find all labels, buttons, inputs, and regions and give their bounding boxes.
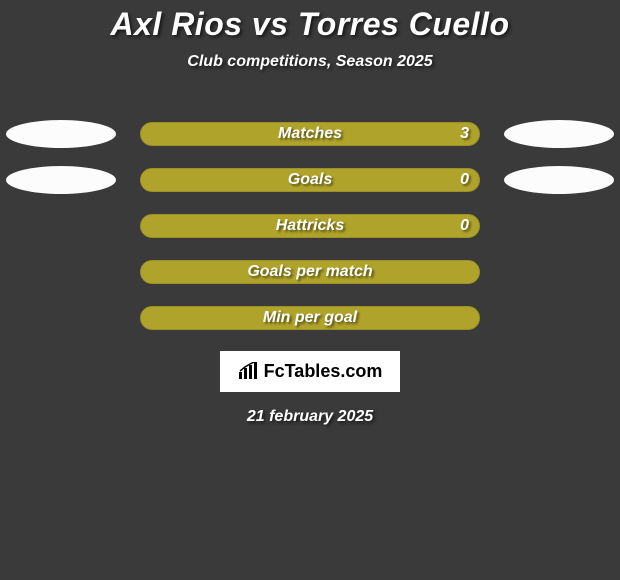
- subtitle: Club competitions, Season 2025: [0, 53, 620, 71]
- player-left-avatar: [6, 166, 116, 194]
- stat-bar: Hattricks0: [140, 214, 480, 238]
- player-left-avatar: [6, 120, 116, 148]
- stat-bar: Matches3: [140, 122, 480, 146]
- date-label: 21 february 2025: [0, 408, 620, 426]
- stat-row: Goals0: [0, 157, 620, 203]
- chart-icon: [238, 362, 260, 380]
- stat-row: Matches3: [0, 111, 620, 157]
- brand-text: FcTables.com: [264, 361, 383, 381]
- player-right-avatar: [504, 120, 614, 148]
- stat-label: Matches: [141, 125, 479, 143]
- stat-value: 3: [460, 125, 469, 143]
- stat-label: Min per goal: [141, 309, 479, 327]
- stat-label: Goals per match: [141, 263, 479, 281]
- stat-row: Hattricks0: [0, 203, 620, 249]
- stat-value: 0: [460, 171, 469, 189]
- stat-row: Goals per match: [0, 249, 620, 295]
- stat-rows: Matches3Goals0Hattricks0Goals per matchM…: [0, 111, 620, 341]
- stat-bar: Min per goal: [140, 306, 480, 330]
- player-right-avatar: [504, 166, 614, 194]
- stat-row: Min per goal: [0, 295, 620, 341]
- stats-infographic: Axl Rios vs Torres Cuello Club competiti…: [0, 0, 620, 580]
- stat-value: 0: [460, 217, 469, 235]
- stat-bar: Goals per match: [140, 260, 480, 284]
- stat-label: Hattricks: [141, 217, 479, 235]
- stat-label: Goals: [141, 171, 479, 189]
- brand-badge: FcTables.com: [220, 351, 401, 392]
- stat-bar: Goals0: [140, 168, 480, 192]
- page-title: Axl Rios vs Torres Cuello: [0, 6, 620, 43]
